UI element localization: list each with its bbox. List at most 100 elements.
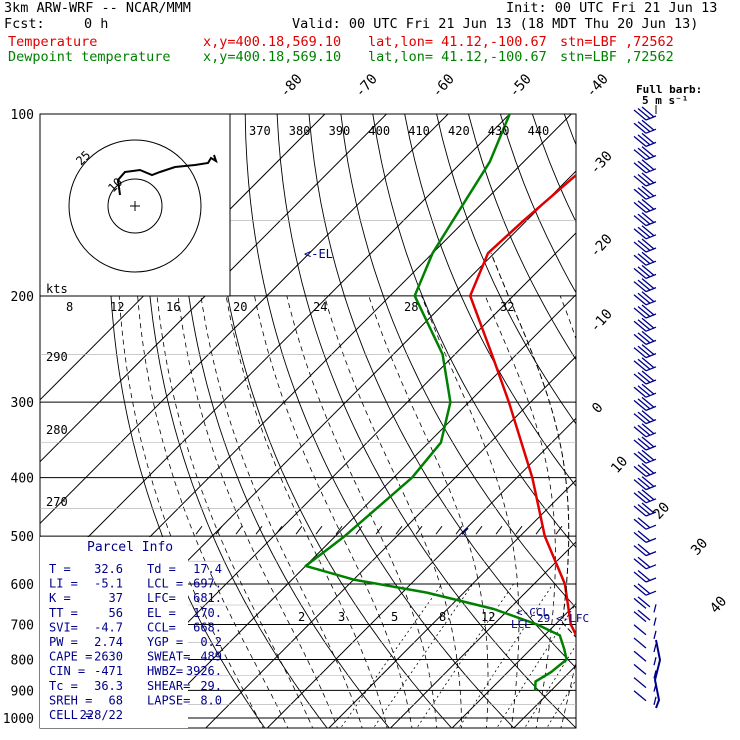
wind-barb-flag — [641, 370, 655, 382]
isobar-tick — [455, 525, 463, 535]
wind-barb-flag — [641, 436, 655, 448]
wind-barb-flag — [633, 663, 647, 675]
wind-barb-flag — [633, 611, 647, 623]
wind-barb-staff — [645, 168, 657, 174]
wind-barb-flag — [633, 162, 647, 174]
parcel-field-label: Tc = — [49, 679, 78, 693]
moist-adiabat — [200, 295, 363, 728]
wind-barb-flag — [637, 306, 651, 317]
isobar-tick — [355, 525, 363, 535]
parcel-field-label: LFC= — [147, 591, 176, 605]
wind-barb-flag — [637, 583, 651, 595]
parcel-field-label: SWEAT= — [147, 650, 190, 664]
dry-adiabat — [436, 114, 576, 425]
dewpoint-latlon: lat,lon= 41.12,-100.67 — [368, 49, 547, 65]
wind-barb-staff — [645, 392, 657, 398]
wind-barb-staff — [645, 484, 657, 491]
parcel-field-value: 697. — [193, 577, 222, 591]
wind-barb-flag — [633, 228, 647, 240]
wind-barb-flag — [637, 556, 651, 568]
wind-barb-flag — [633, 637, 647, 649]
wind-barb-flag — [641, 462, 655, 474]
parcel-field-value: 0.2 — [200, 635, 222, 649]
dry-adiabat — [372, 114, 576, 549]
wind-barb-staff — [645, 471, 657, 478]
parcel-field-label: EL = — [147, 606, 176, 620]
moist-adiabat — [254, 295, 413, 728]
wind-barb-flag — [637, 292, 651, 304]
isotherm-label: 10 — [608, 453, 631, 476]
model-title: 3km ARW-WRF -- NCAR/MMM — [4, 0, 191, 16]
wind-barb-flag — [633, 413, 647, 425]
wind-barb-staff — [645, 432, 657, 438]
isotherm-label: -30 — [587, 148, 616, 178]
wind-barb-flag — [633, 690, 647, 702]
wind-barb-flag — [641, 264, 655, 276]
wind-barb-flag — [633, 281, 647, 293]
wind-barb-flag — [641, 489, 655, 501]
dry-adiabat — [244, 114, 515, 728]
dewpoint-xy: x,y=400.18,569.10 — [203, 49, 342, 65]
wind-barb-staff — [645, 339, 657, 346]
moist-adiabat — [225, 295, 388, 728]
isotherm-label: -10 — [587, 306, 616, 336]
wind-barb-staff — [645, 313, 657, 319]
wind-barb-flag — [633, 307, 647, 319]
wind-barb-flag — [637, 358, 651, 370]
theta-e-label: 440 — [528, 124, 550, 138]
parcel-field-value: -4.7 — [94, 620, 123, 634]
dry-adiabat — [563, 114, 576, 146]
wind-barb-flag — [633, 109, 647, 121]
pressure-tick-label: 600 — [11, 578, 34, 593]
theta-e-label: 390 — [329, 124, 351, 138]
mixing-ratio-line — [546, 678, 576, 728]
theta-e-label: 380 — [289, 124, 311, 138]
wind-barb-flag — [641, 291, 655, 303]
isobar-tick — [195, 525, 203, 535]
mixing-ratio-label: 8 — [66, 300, 73, 314]
parcel-field-label: CIN = — [49, 664, 85, 678]
wind-barb-flag — [641, 159, 655, 171]
isotherm-label: 30 — [688, 535, 711, 558]
wind-barb-flag — [637, 187, 651, 199]
wind-barb-flag — [641, 502, 655, 514]
dry-adiabat-label: 270 — [46, 495, 68, 509]
wind-barb-flag — [641, 304, 655, 316]
temperature-xy: x,y=400.18,569.10 — [203, 34, 342, 50]
wind-barb-flag — [637, 134, 651, 146]
wind-barb-flag — [633, 360, 647, 372]
parcel-field-value: 228/22 — [80, 708, 123, 722]
isobar-tick — [275, 525, 283, 535]
dry-adiabat — [308, 114, 576, 669]
isotherm — [40, 114, 326, 401]
wind-barb-flag — [641, 476, 655, 488]
wind-barb-flag — [633, 479, 647, 491]
wind-barb-flag — [637, 609, 651, 621]
wind-barb-flag — [641, 344, 655, 356]
wind-barb-flag — [633, 518, 647, 530]
wind-barb-flag — [637, 332, 651, 344]
dewpoint-station: stn=LBF ,72562 — [560, 49, 674, 65]
parcel-box — [40, 537, 188, 728]
parcel-field-value: 2.74 — [94, 635, 123, 649]
isotherm-label: -60 — [429, 71, 458, 101]
parcel-field-label: PW = — [49, 635, 78, 649]
isotherm-label: 40 — [707, 593, 730, 616]
isotherm-label: -40 — [583, 71, 612, 101]
wind-barb-staff — [645, 577, 657, 583]
theta-e-label: 420 — [448, 124, 470, 138]
dry-adiabat — [179, 114, 390, 728]
wind-barb-staff — [645, 445, 657, 451]
mixing-ratio-label: 12 — [481, 610, 495, 624]
wind-barb-staff — [645, 458, 657, 464]
wind-barb-staff — [645, 181, 657, 187]
wind-barb-staff — [645, 115, 657, 121]
parcel-field-value: 2630 — [94, 650, 123, 664]
wind-barb-flag — [637, 226, 651, 238]
parcel-field-value: 17.4 — [193, 562, 222, 576]
isotherm-label: -70 — [352, 71, 381, 101]
dry-adiabat — [692, 114, 740, 731]
isotherm — [143, 293, 576, 728]
wind-barb-flag — [633, 677, 647, 689]
mixing-ratio-label: 28 — [404, 300, 418, 314]
